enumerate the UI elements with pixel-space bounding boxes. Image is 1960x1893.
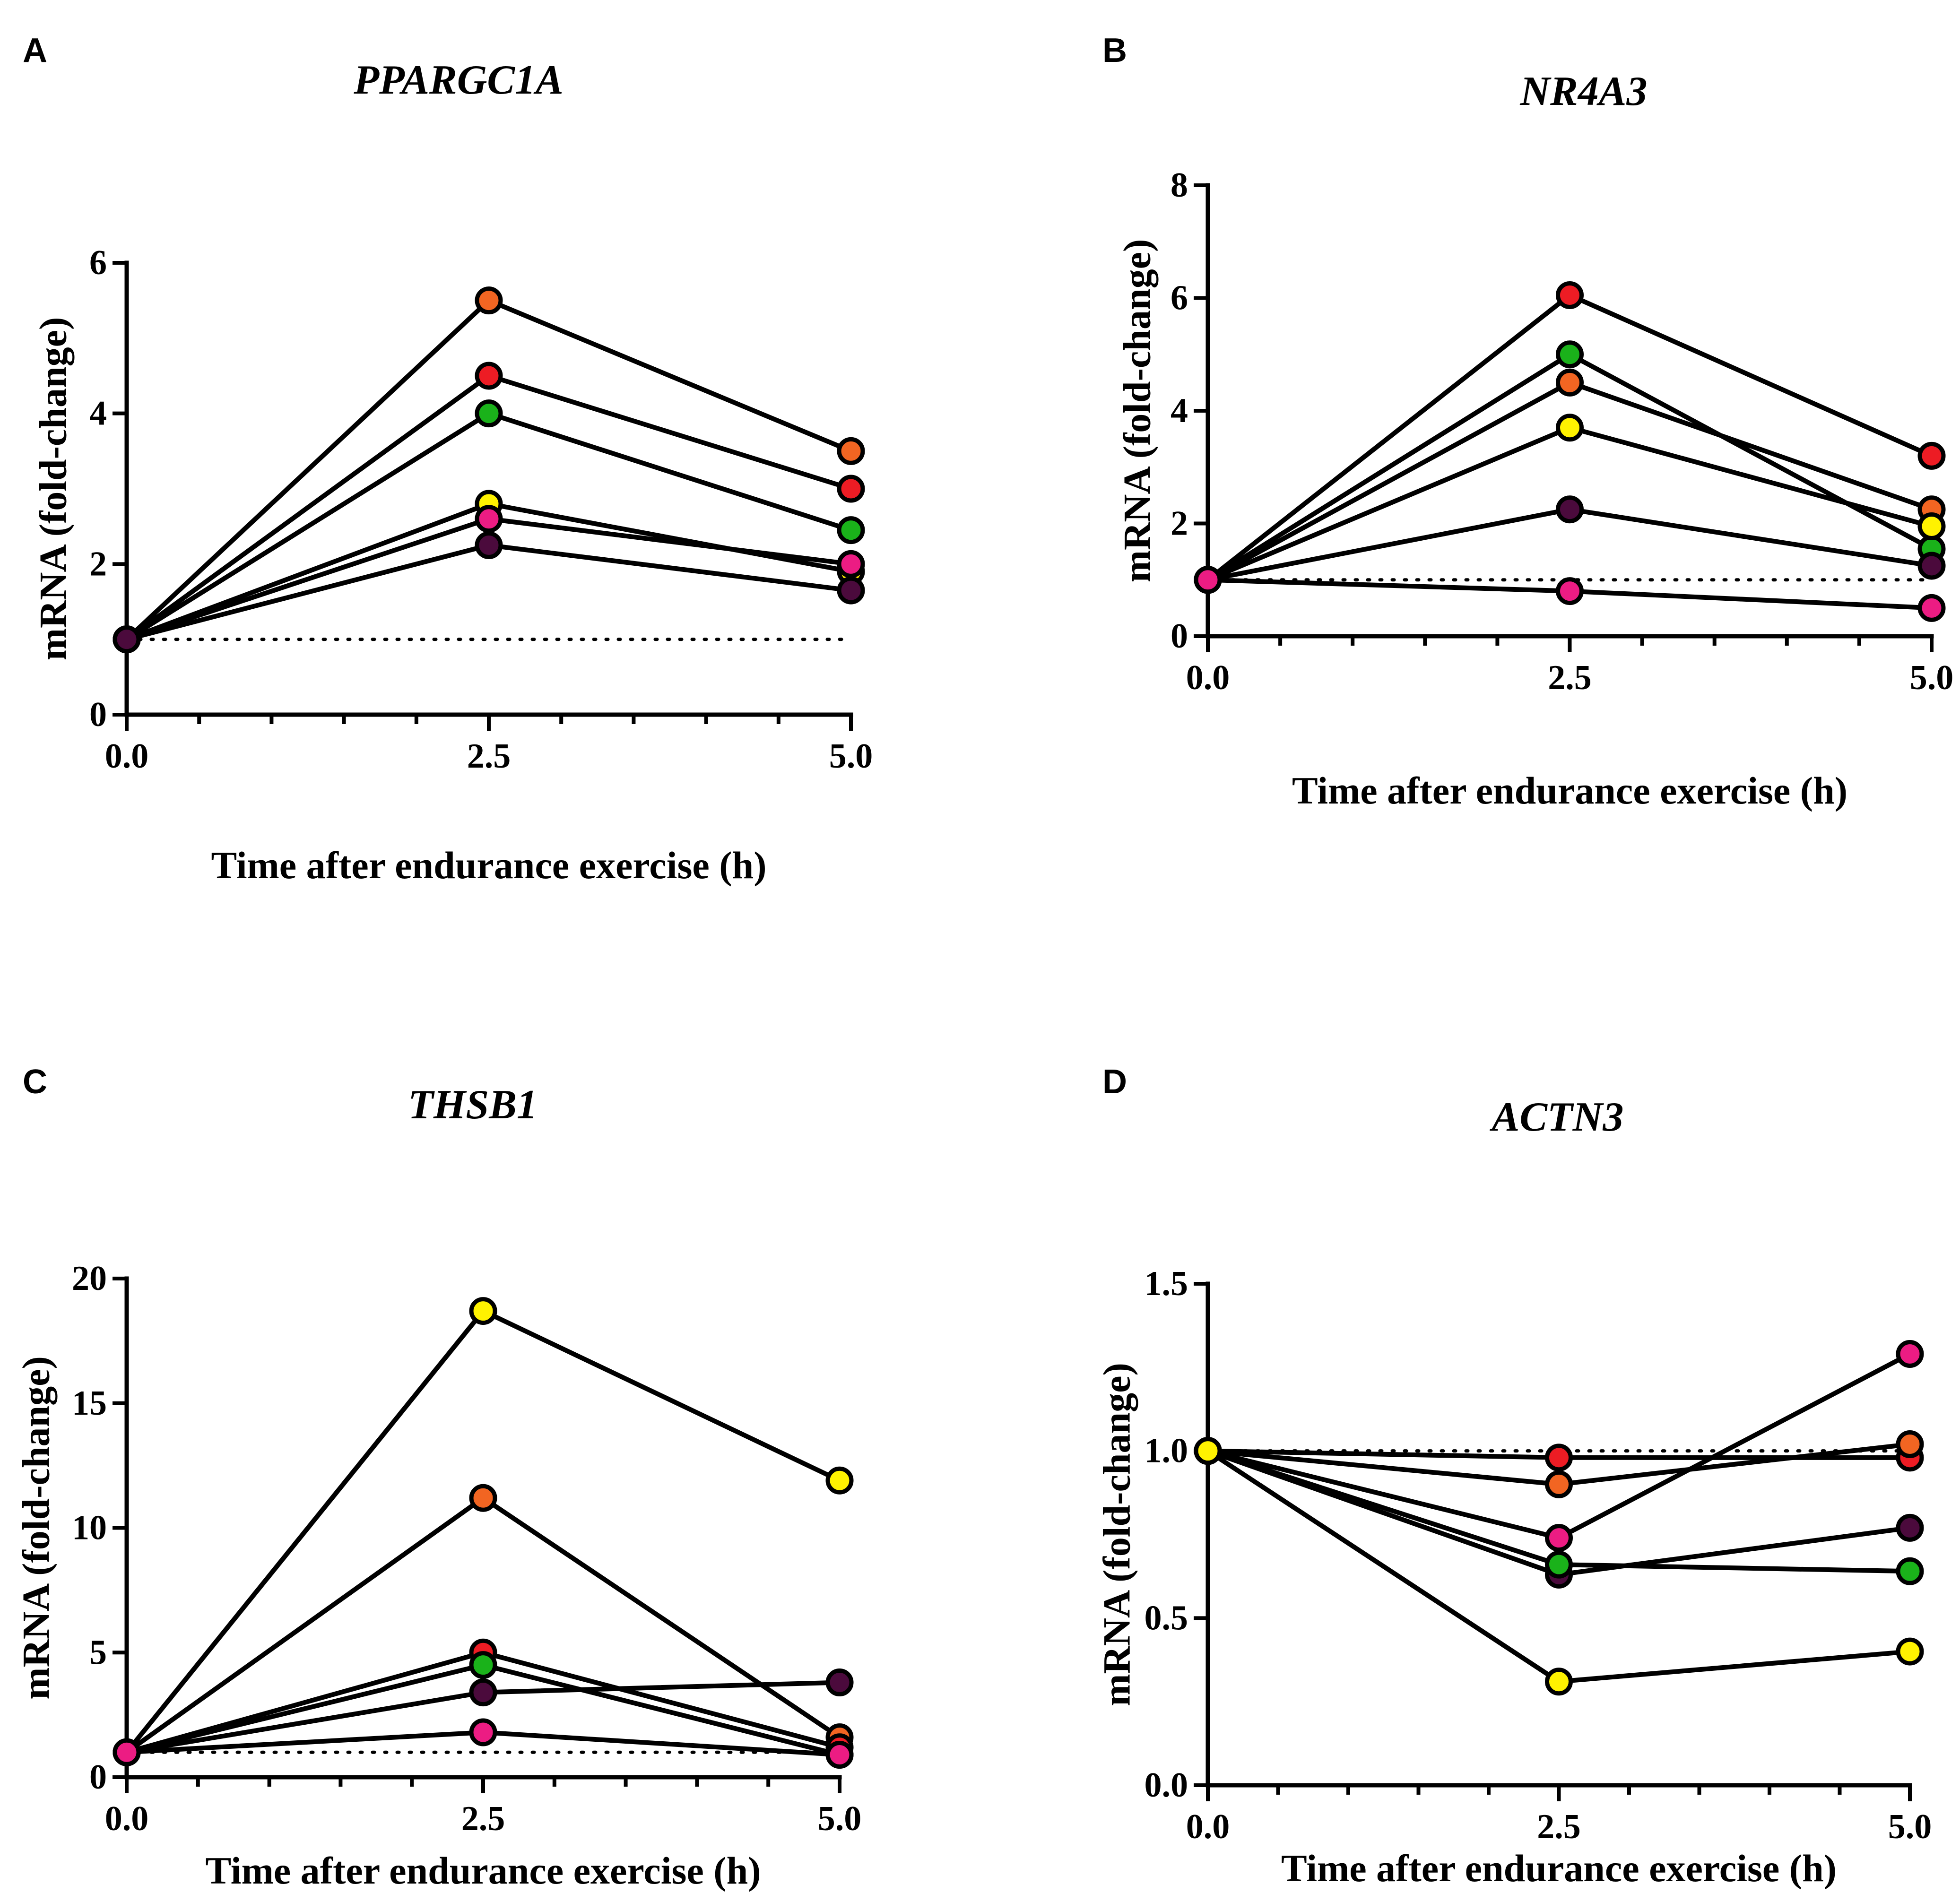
y-tick-label: 8 <box>1171 166 1188 205</box>
data-point-orange <box>469 1484 497 1512</box>
data-point-green <box>469 1651 497 1679</box>
y-tick-label: 4 <box>89 394 107 433</box>
data-point-purple <box>469 1678 497 1707</box>
y-tick-label: 0.0 <box>1145 1766 1188 1805</box>
data-point-green <box>837 516 865 545</box>
y-tick-label: 6 <box>89 243 107 282</box>
data-point-green <box>1545 1550 1573 1579</box>
y-tick-label: 2 <box>1171 504 1188 543</box>
y-tick-label: 0.5 <box>1145 1599 1188 1637</box>
chart-title: PPARGC1A <box>353 57 563 103</box>
x-tick-label: 5.0 <box>829 737 873 776</box>
data-point-pink <box>1194 566 1222 594</box>
data-point-purple <box>1556 495 1584 524</box>
chart-title: THSB1 <box>408 1082 538 1128</box>
panel-letter: D <box>1102 1063 1127 1101</box>
data-point-purple <box>113 625 141 654</box>
y-tick-label: 5 <box>89 1633 107 1672</box>
x-tick-label: 5.0 <box>1888 1807 1932 1846</box>
x-tick-label: 5.0 <box>1910 658 1954 697</box>
x-tick-label: 0.0 <box>105 1799 149 1838</box>
x-tick-label: 0.0 <box>105 737 149 776</box>
data-point-purple <box>825 1668 854 1697</box>
x-tick-label: 2.5 <box>1537 1807 1581 1846</box>
panel-letter: B <box>1102 32 1127 69</box>
chart-title: ACTN3 <box>1490 1094 1624 1140</box>
y-tick-label: 0 <box>89 695 107 734</box>
data-point-yellow <box>1917 512 1946 540</box>
panel-c: C THSB1 0 5 10 15 20 0.0 2.5 5.0 Time after endura… <box>15 1063 862 1892</box>
data-point-red <box>475 362 503 390</box>
data-point-pink <box>837 550 865 578</box>
data-point-orange <box>1545 1470 1573 1498</box>
x-tick-label: 2.5 <box>1548 658 1592 697</box>
x-tick-label: 5.0 <box>818 1799 862 1838</box>
y-tick-label: 6 <box>1171 279 1188 318</box>
y-tick-label: 1.0 <box>1145 1432 1188 1470</box>
data-point-red <box>1545 1444 1573 1472</box>
data-point-pink <box>1896 1340 1924 1368</box>
data-point-red <box>1917 441 1946 470</box>
panel-d: D ACTN3 0.0 0.5 1.0 1.5 0.0 2.5 5.0 Time after en… <box>1095 1063 1932 1890</box>
panel-letter: A <box>23 32 47 69</box>
data-point-green <box>1556 340 1584 369</box>
data-point-orange <box>1896 1430 1924 1459</box>
data-point-yellow <box>825 1466 854 1495</box>
data-point-orange <box>837 437 865 465</box>
data-point-pink <box>469 1718 497 1746</box>
y-axis-label: mRNA (fold-change) <box>1095 1363 1138 1706</box>
data-point-pink <box>1917 594 1946 622</box>
data-point-yellow <box>1194 1437 1222 1465</box>
data-point-purple <box>475 531 503 559</box>
y-axis-label: mRNA (fold-change) <box>15 1356 58 1700</box>
x-tick-label: 0.0 <box>1186 1807 1230 1846</box>
y-tick-label: 2 <box>89 545 107 583</box>
data-point-yellow <box>469 1297 497 1325</box>
x-axis-label: Time after endurance exercise (h) <box>1281 1847 1837 1890</box>
panel-b: B NR4A3 0 2 4 6 8 0.0 2.5 5.0 Time after endurance… <box>1102 32 1953 812</box>
data-point-yellow <box>1896 1637 1924 1666</box>
data-point-pink <box>113 1738 141 1766</box>
panel-letter: C <box>23 1063 47 1101</box>
series-line-orange <box>125 1495 841 1755</box>
panel-a: A PPARGC1A 0 2 4 6 0.0 2.5 5.0 Time after enduran… <box>23 32 873 887</box>
data-point-green <box>1896 1557 1924 1585</box>
y-axis-label: mRNA (fold-change) <box>1116 239 1159 583</box>
data-point-purple <box>837 576 865 605</box>
data-point-yellow <box>1545 1668 1573 1696</box>
y-tick-label: 15 <box>72 1384 107 1423</box>
x-axis-label: Time after endurance exercise (h) <box>211 844 766 887</box>
data-point-pink <box>1556 577 1584 605</box>
data-point-pink <box>1545 1524 1573 1552</box>
x-tick-label: 0.0 <box>1186 658 1230 697</box>
x-axis-label: Time after endurance exercise (h) <box>1292 769 1847 812</box>
data-point-green <box>475 399 503 428</box>
y-axis-label: mRNA (fold-change) <box>32 317 75 661</box>
x-tick-label: 2.5 <box>461 1799 505 1838</box>
data-point-orange <box>1556 368 1584 397</box>
y-tick-label: 10 <box>72 1509 107 1547</box>
y-tick-label: 0 <box>1171 617 1188 656</box>
x-tick-label: 2.5 <box>467 737 511 776</box>
data-point-pink <box>825 1741 854 1769</box>
data-point-yellow <box>1556 414 1584 442</box>
series-line-orange <box>125 298 852 641</box>
x-axis-label: Time after endurance exercise (h) <box>205 1849 761 1892</box>
data-point-purple <box>1917 552 1946 580</box>
data-point-purple <box>1896 1513 1924 1542</box>
y-tick-label: 1.5 <box>1145 1264 1188 1303</box>
y-tick-label: 20 <box>72 1259 107 1298</box>
data-point-red <box>1556 281 1584 310</box>
y-tick-label: 4 <box>1171 391 1188 430</box>
data-point-orange <box>475 286 503 315</box>
data-point-pink <box>475 505 503 533</box>
data-point-red <box>837 475 865 503</box>
y-tick-label: 0 <box>89 1758 107 1797</box>
chart-title: NR4A3 <box>1520 69 1648 114</box>
